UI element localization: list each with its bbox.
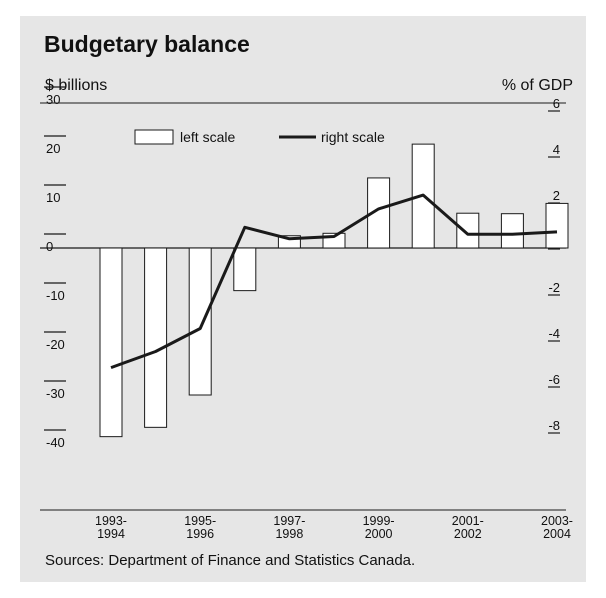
legend-bar-swatch	[134, 129, 174, 145]
x-tick-label: 2001-	[452, 514, 484, 528]
x-tick-label: 2004	[543, 527, 571, 541]
source-note: Sources: Department of Finance and Stati…	[45, 552, 416, 569]
legend-label-left: left scale	[180, 129, 235, 145]
x-tick-label: 1995-	[184, 514, 216, 528]
right-tick-label: 2	[553, 188, 560, 203]
x-tick-label: 1999-	[363, 514, 395, 528]
bar	[188, 247, 212, 396]
bar	[545, 202, 569, 249]
bar	[500, 213, 524, 249]
right-tick-label: 6	[553, 96, 560, 111]
right-tick-label: -8	[548, 418, 560, 433]
right-tick-label: -2	[548, 280, 560, 295]
legend-label-right: right scale	[321, 129, 385, 145]
x-tick-label: 1994	[97, 527, 125, 541]
right-tick-label: 4	[553, 142, 560, 157]
left-tick-label: -10	[46, 288, 65, 303]
x-tick-label: 1997-	[273, 514, 305, 528]
right-tick-label: -6	[548, 372, 560, 387]
left-tick-label: 30	[46, 92, 60, 107]
x-tick-label: 1998	[275, 527, 303, 541]
gdp-line	[110, 193, 558, 370]
x-tick-label: 2003-	[541, 514, 573, 528]
left-tick-label: 10	[46, 190, 60, 205]
left-axis-unit: $ billions	[45, 77, 108, 94]
right-tick-label: -4	[548, 326, 560, 341]
left-tick-label: -40	[46, 435, 65, 450]
x-tick-label: 1996	[186, 527, 214, 541]
bar	[99, 247, 123, 438]
right-axis-unit: % of GDP	[501, 77, 573, 94]
left-tick-label: 20	[46, 141, 60, 156]
x-tick-label: 1993-	[95, 514, 127, 528]
x-tick-label: 2002	[454, 527, 482, 541]
bar	[456, 212, 480, 249]
left-tick-label: -30	[46, 386, 65, 401]
left-tick-label: 0	[46, 239, 53, 254]
bar	[233, 247, 257, 292]
bar	[144, 247, 168, 428]
chart-title: Budgetary balance	[44, 31, 250, 57]
left-tick-label: -20	[46, 337, 65, 352]
bar	[367, 177, 391, 249]
x-tick-label: 2000	[365, 527, 393, 541]
